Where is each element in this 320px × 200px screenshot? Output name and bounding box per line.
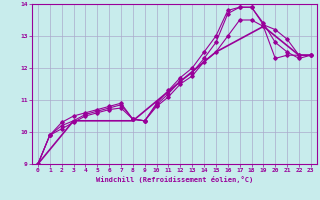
X-axis label: Windchill (Refroidissement éolien,°C): Windchill (Refroidissement éolien,°C) — [96, 176, 253, 183]
